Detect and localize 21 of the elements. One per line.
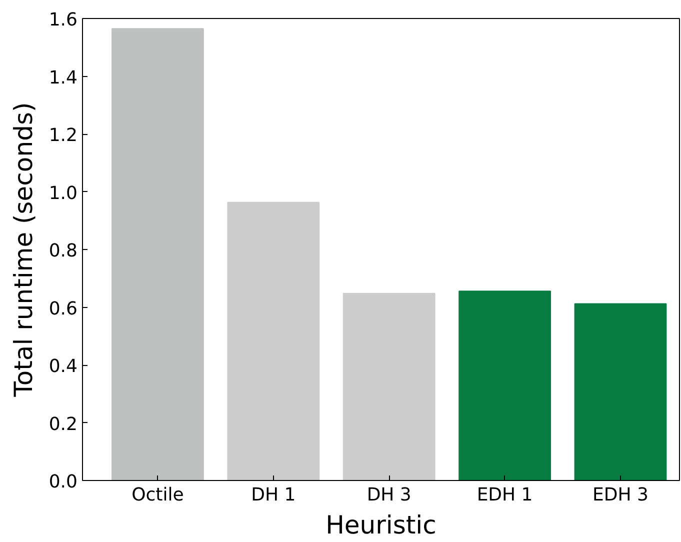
y-tick-label: 0.6	[48, 298, 78, 320]
bar	[574, 303, 667, 480]
bar	[112, 28, 204, 480]
x-tick-label: EDH 1	[476, 484, 533, 506]
x-tick-label: DH 3	[366, 484, 412, 506]
y-axis-title: Total runtime (seconds)	[8, 102, 38, 398]
y-tick-label: 1.6	[48, 10, 78, 30]
x-tick-label: Octile	[132, 484, 184, 506]
bar	[227, 202, 320, 480]
y-tick-label: 1.4	[48, 67, 78, 88]
bar	[342, 292, 436, 480]
y-tick-label: 0.8	[48, 240, 78, 262]
x-axis-title: Heuristic	[326, 510, 436, 540]
y-tick-label: 1.2	[48, 125, 78, 146]
x-tick-label: EDH 3	[592, 484, 648, 506]
x-tick-label: DH 1	[251, 484, 296, 506]
y-tick-label: 0.0	[48, 472, 78, 492]
y-tick-label: 0.2	[48, 414, 78, 435]
y-tick-label: 1.0	[48, 182, 78, 204]
bar	[458, 290, 551, 480]
y-tick-label: 0.4	[48, 356, 78, 377]
